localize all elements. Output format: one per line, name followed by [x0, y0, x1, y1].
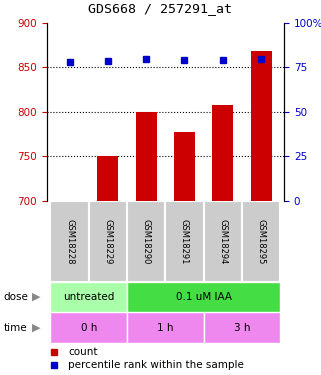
Text: ▶: ▶ — [32, 292, 40, 302]
Bar — [165, 201, 204, 282]
Text: GSM18295: GSM18295 — [256, 219, 265, 264]
Bar — [89, 201, 127, 282]
Text: GSM18291: GSM18291 — [180, 219, 189, 264]
Text: GSM18290: GSM18290 — [142, 219, 151, 264]
Bar — [242, 201, 280, 282]
Bar — [251, 51, 272, 201]
Bar — [127, 312, 204, 343]
Bar — [50, 201, 89, 282]
Bar — [127, 282, 280, 312]
Text: 0 h: 0 h — [81, 323, 97, 333]
Text: GSM18229: GSM18229 — [103, 219, 112, 264]
Bar — [212, 105, 233, 201]
Text: GSM18228: GSM18228 — [65, 219, 74, 264]
Bar — [204, 201, 242, 282]
Text: GDS668 / 257291_at: GDS668 / 257291_at — [89, 2, 232, 15]
Bar — [204, 312, 280, 343]
Text: time: time — [3, 323, 27, 333]
Text: percentile rank within the sample: percentile rank within the sample — [68, 360, 244, 370]
Bar — [174, 132, 195, 201]
Text: count: count — [68, 347, 98, 357]
Text: 0.1 uM IAA: 0.1 uM IAA — [176, 292, 232, 302]
Text: dose: dose — [3, 292, 28, 302]
Bar — [135, 112, 157, 201]
Bar — [50, 312, 127, 343]
Text: ▶: ▶ — [32, 323, 40, 333]
Bar — [97, 156, 118, 201]
Text: untreated: untreated — [63, 292, 114, 302]
Text: 1 h: 1 h — [157, 323, 174, 333]
Bar — [50, 282, 127, 312]
Text: GSM18294: GSM18294 — [218, 219, 227, 264]
Bar — [127, 201, 165, 282]
Text: 3 h: 3 h — [234, 323, 250, 333]
